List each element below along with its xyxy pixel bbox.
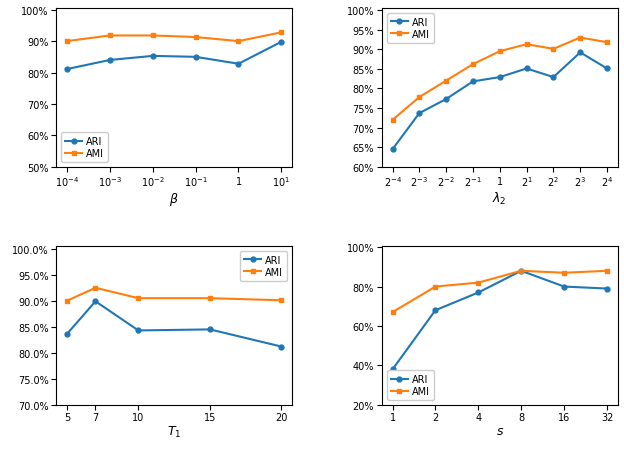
AMI xyxy=(523,42,530,48)
AMI xyxy=(63,39,71,45)
AMI xyxy=(149,34,157,39)
ARI xyxy=(389,147,396,152)
ARI xyxy=(475,290,482,296)
AMI xyxy=(278,298,285,303)
Line: ARI: ARI xyxy=(64,40,284,72)
AMI xyxy=(416,95,423,101)
X-axis label: $\lambda_2$: $\lambda_2$ xyxy=(492,190,507,206)
AMI xyxy=(577,35,584,41)
AMI xyxy=(550,47,557,52)
ARI xyxy=(550,75,557,81)
AMI xyxy=(206,296,213,301)
Line: AMI: AMI xyxy=(64,286,284,303)
ARI xyxy=(496,75,504,81)
Legend: ARI, AMI: ARI, AMI xyxy=(387,14,434,44)
Line: AMI: AMI xyxy=(64,31,284,45)
AMI xyxy=(517,268,525,274)
Line: AMI: AMI xyxy=(390,36,610,123)
AMI xyxy=(135,296,142,301)
ARI xyxy=(63,332,71,337)
X-axis label: $\beta$: $\beta$ xyxy=(169,190,179,207)
Legend: ARI, AMI: ARI, AMI xyxy=(240,252,287,281)
ARI xyxy=(192,55,199,61)
Legend: ARI, AMI: ARI, AMI xyxy=(387,370,434,400)
Line: ARI: ARI xyxy=(390,269,610,372)
ARI xyxy=(416,111,423,116)
AMI xyxy=(235,39,242,45)
ARI xyxy=(235,62,242,67)
ARI xyxy=(469,80,477,85)
AMI xyxy=(106,34,114,39)
AMI xyxy=(389,118,396,123)
Line: ARI: ARI xyxy=(390,51,610,152)
AMI xyxy=(475,280,482,286)
ARI xyxy=(278,344,285,349)
X-axis label: $T_1$: $T_1$ xyxy=(167,424,182,439)
ARI xyxy=(442,97,450,102)
AMI xyxy=(278,30,285,36)
ARI xyxy=(523,66,530,72)
ARI xyxy=(432,308,439,313)
AMI xyxy=(560,270,568,276)
AMI xyxy=(389,310,396,315)
ARI xyxy=(603,66,611,72)
AMI xyxy=(63,298,71,304)
AMI xyxy=(603,268,611,274)
AMI xyxy=(603,40,611,46)
ARI xyxy=(63,67,71,73)
AMI xyxy=(496,50,504,55)
AMI xyxy=(432,284,439,290)
ARI xyxy=(149,54,157,60)
ARI xyxy=(560,284,568,290)
AMI xyxy=(192,35,199,40)
ARI xyxy=(603,286,611,292)
AMI xyxy=(92,285,99,291)
Line: ARI: ARI xyxy=(64,299,284,349)
ARI xyxy=(278,40,285,46)
ARI xyxy=(92,299,99,304)
ARI xyxy=(577,51,584,56)
AMI xyxy=(469,62,477,68)
X-axis label: $s$: $s$ xyxy=(495,424,504,437)
ARI xyxy=(135,328,142,334)
AMI xyxy=(442,79,450,84)
Line: AMI: AMI xyxy=(390,269,610,315)
ARI xyxy=(517,268,525,274)
ARI xyxy=(206,327,213,333)
ARI xyxy=(389,367,396,372)
Legend: ARI, AMI: ARI, AMI xyxy=(61,133,108,162)
ARI xyxy=(106,58,114,64)
